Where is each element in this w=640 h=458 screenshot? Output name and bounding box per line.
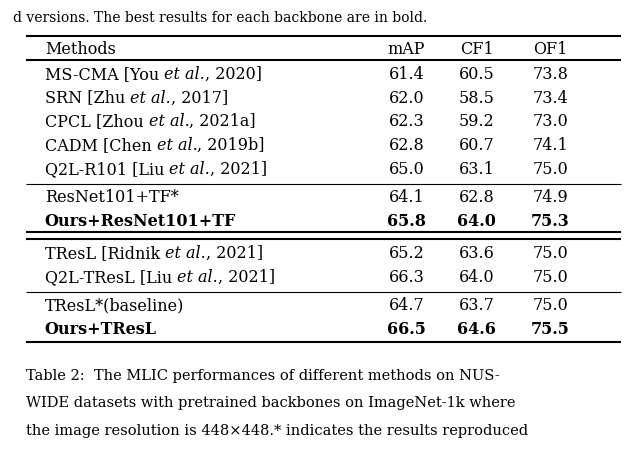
Text: 73.4: 73.4 <box>532 89 568 107</box>
Text: 65.2: 65.2 <box>388 245 424 262</box>
Text: 75.0: 75.0 <box>532 161 568 178</box>
Text: 73.0: 73.0 <box>532 113 568 131</box>
Text: Table 2:  The MLIC performances of different methods on NUS-: Table 2: The MLIC performances of differ… <box>26 369 499 383</box>
Text: 75.0: 75.0 <box>532 297 568 315</box>
Text: , 2017]: , 2017] <box>171 89 228 107</box>
Text: et al.: et al. <box>157 137 197 154</box>
Text: Q2L-TResL [Liu: Q2L-TResL [Liu <box>45 269 177 286</box>
Text: 75.0: 75.0 <box>532 245 568 262</box>
Text: , 2021]: , 2021] <box>210 161 268 178</box>
Text: 74.9: 74.9 <box>532 189 568 207</box>
Text: MS-CMA [You: MS-CMA [You <box>45 65 164 83</box>
Text: , 2020]: , 2020] <box>205 65 262 83</box>
Text: 64.7: 64.7 <box>388 297 424 315</box>
Text: 65.8: 65.8 <box>387 213 426 230</box>
Text: 75.0: 75.0 <box>532 269 568 286</box>
Text: Methods: Methods <box>45 40 116 58</box>
Text: 58.5: 58.5 <box>459 89 495 107</box>
Text: 61.4: 61.4 <box>388 65 424 83</box>
Text: 66.3: 66.3 <box>388 269 424 286</box>
Text: d versions. The best results for each backbone are in bold.: d versions. The best results for each ba… <box>13 11 427 26</box>
Text: Ours+TResL: Ours+TResL <box>45 321 157 338</box>
Text: 62.0: 62.0 <box>388 89 424 107</box>
Text: 65.0: 65.0 <box>388 161 424 178</box>
Text: et al.: et al. <box>148 113 189 131</box>
Text: CF1: CF1 <box>460 40 493 58</box>
Text: the image resolution is 448×448.* indicates the results reproduced: the image resolution is 448×448.* indica… <box>26 424 528 438</box>
Text: TResL*(baseline): TResL*(baseline) <box>45 297 184 315</box>
Text: CPCL [Zhou: CPCL [Zhou <box>45 113 148 131</box>
Text: 64.6: 64.6 <box>458 321 496 338</box>
Text: 62.8: 62.8 <box>388 137 424 154</box>
Text: 63.6: 63.6 <box>459 245 495 262</box>
Text: 62.8: 62.8 <box>459 189 495 207</box>
Text: et al.: et al. <box>164 65 205 83</box>
Text: 66.5: 66.5 <box>387 321 426 338</box>
Text: et al.: et al. <box>131 89 171 107</box>
Text: 62.3: 62.3 <box>388 113 424 131</box>
Text: 60.7: 60.7 <box>459 137 495 154</box>
Text: SRN [Zhu: SRN [Zhu <box>45 89 131 107</box>
Text: , 2021a]: , 2021a] <box>189 113 256 131</box>
Text: 63.7: 63.7 <box>459 297 495 315</box>
Text: et al.: et al. <box>165 245 206 262</box>
Text: 73.8: 73.8 <box>532 65 568 83</box>
Text: 74.1: 74.1 <box>532 137 568 154</box>
Text: et al.: et al. <box>177 269 218 286</box>
Text: 59.2: 59.2 <box>459 113 495 131</box>
Text: CADM [Chen: CADM [Chen <box>45 137 157 154</box>
Text: 60.5: 60.5 <box>459 65 495 83</box>
Text: et al.: et al. <box>170 161 210 178</box>
Text: Ours+ResNet101+TF: Ours+ResNet101+TF <box>45 213 236 230</box>
Text: 64.1: 64.1 <box>388 189 424 207</box>
Text: 63.1: 63.1 <box>459 161 495 178</box>
Text: OF1: OF1 <box>533 40 568 58</box>
Text: 75.5: 75.5 <box>531 321 570 338</box>
Text: WIDE datasets with pretrained backbones on ImageNet-1k where: WIDE datasets with pretrained backbones … <box>26 396 515 410</box>
Text: 75.3: 75.3 <box>531 213 570 230</box>
Text: , 2021]: , 2021] <box>218 269 275 286</box>
Text: Q2L-R101 [Liu: Q2L-R101 [Liu <box>45 161 170 178</box>
Text: mAP: mAP <box>388 40 425 58</box>
Text: 64.0: 64.0 <box>459 269 495 286</box>
Text: 64.0: 64.0 <box>458 213 496 230</box>
Text: TResL [Ridnik: TResL [Ridnik <box>45 245 165 262</box>
Text: , 2021]: , 2021] <box>206 245 263 262</box>
Text: , 2019b]: , 2019b] <box>197 137 265 154</box>
Text: ResNet101+TF*: ResNet101+TF* <box>45 189 179 207</box>
